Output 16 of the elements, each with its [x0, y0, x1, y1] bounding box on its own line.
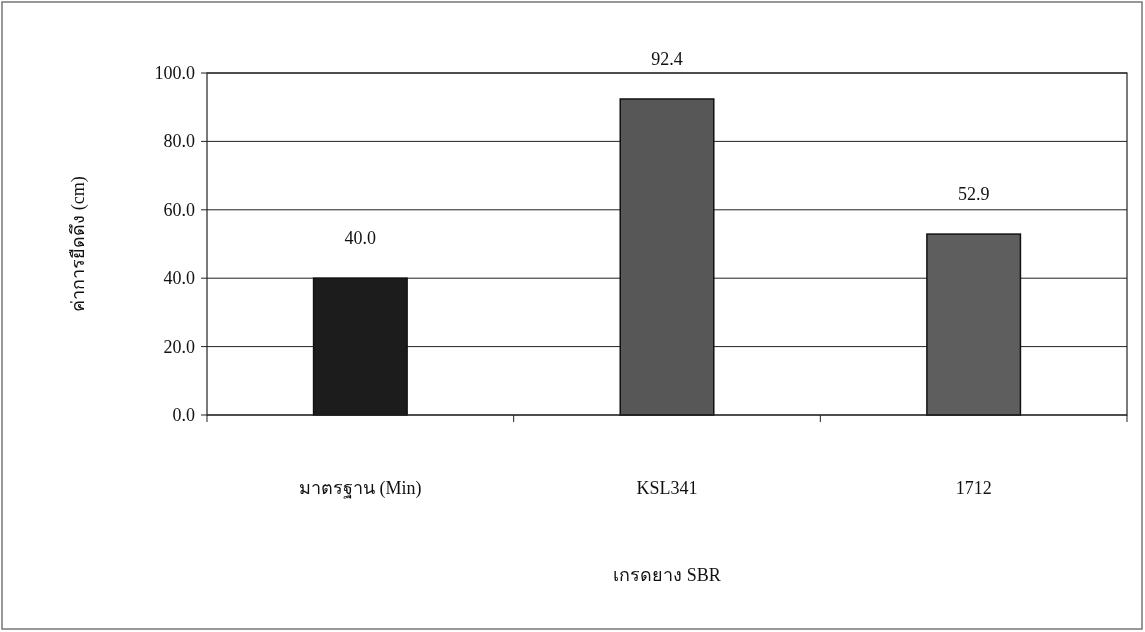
x-axis-title: เกรดยาง SBR — [613, 565, 721, 585]
x-tick-label: มาตรฐาน (Min) — [299, 478, 422, 499]
x-tick-label: 1712 — [955, 478, 992, 498]
y-tick-label: 80.0 — [163, 131, 195, 152]
data-label: 52.9 — [957, 184, 990, 205]
bar — [619, 98, 715, 416]
y-tick-label: 100.0 — [154, 63, 195, 83]
x-tick-label: KSL341 — [636, 478, 698, 498]
y-tick-label: 40.0 — [163, 268, 195, 289]
data-label: 92.4 — [651, 48, 683, 69]
bar — [926, 233, 1022, 416]
y-tick-label: 60.0 — [163, 199, 195, 220]
y-axis-title: ค่าการยืดดึง (cm) — [68, 176, 89, 312]
data-label: 40.0 — [344, 228, 377, 249]
y-tick-label: 20.0 — [163, 336, 195, 357]
y-tick-label: 0.0 — [172, 405, 195, 425]
